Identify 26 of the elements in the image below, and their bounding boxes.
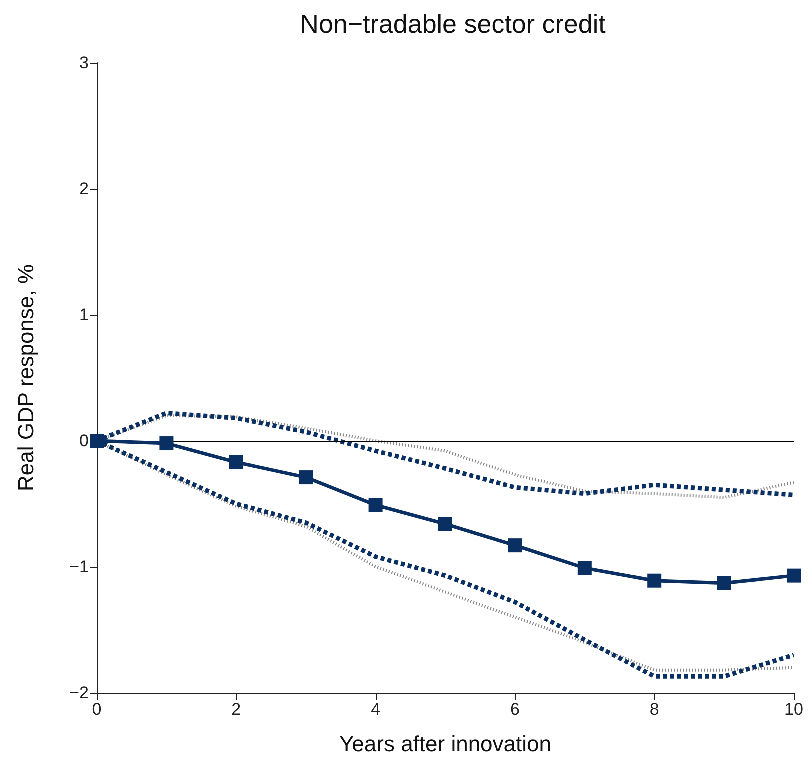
y-axis-title: Real GDP response, % [14,264,38,492]
x-tick-label: 10 [784,700,804,719]
point [160,436,174,451]
point [299,470,314,485]
y-tick-label: 1 [80,306,89,324]
y-tick-label: −2 [70,684,89,702]
y-tick-label: 2 [80,180,89,198]
point [717,576,732,590]
point [90,434,104,448]
point [648,574,662,588]
point [508,538,522,553]
point [368,498,383,512]
chart-title: Non−tradable sector credit [300,9,607,39]
point [229,455,244,470]
x-tick-label: 2 [232,700,242,719]
x-tick-label: 8 [650,700,660,719]
x-tick-label: 4 [371,700,381,719]
y-tick-label: 0 [80,432,89,450]
point [787,568,801,583]
point [438,517,452,532]
point [578,561,592,576]
x-tick-label: 0 [92,700,102,719]
x-axis-title: Years after innovation [340,732,552,756]
y-tick-label: −1 [70,558,89,576]
y-tick-label: 3 [80,54,89,72]
x-tick-label: 6 [510,700,520,719]
